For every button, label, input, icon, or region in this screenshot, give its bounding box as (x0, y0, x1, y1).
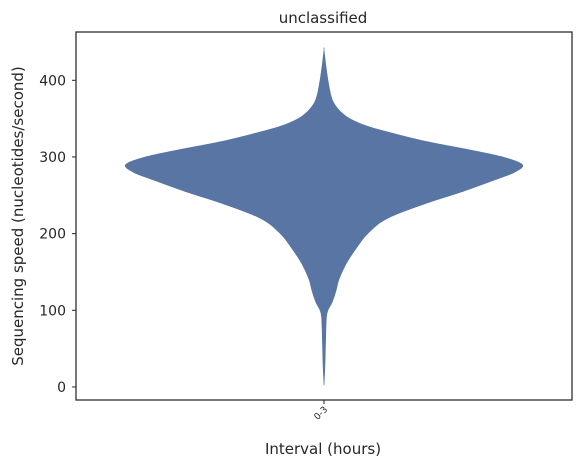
y-tick-label: 300 (39, 150, 66, 166)
y-tick-label: 0 (57, 380, 66, 396)
x-axis-ticks: 0-3 (313, 400, 330, 423)
x-tick-label: 0-3 (313, 405, 330, 422)
y-axis-label: Sequencing speed (nucleotides/second) (9, 66, 27, 366)
violin-layer (124, 47, 524, 386)
y-tick-label: 200 (39, 227, 66, 243)
chart-title: unclassified (279, 9, 368, 27)
y-axis-ticks: 0 100 200 300 400 (39, 73, 76, 396)
x-axis-label: Interval (hours) (265, 440, 381, 458)
plot-frame (75, 31, 573, 401)
violin-0-3 (124, 47, 524, 386)
y-tick-label: 100 (39, 303, 66, 319)
y-tick-label: 400 (39, 73, 66, 89)
